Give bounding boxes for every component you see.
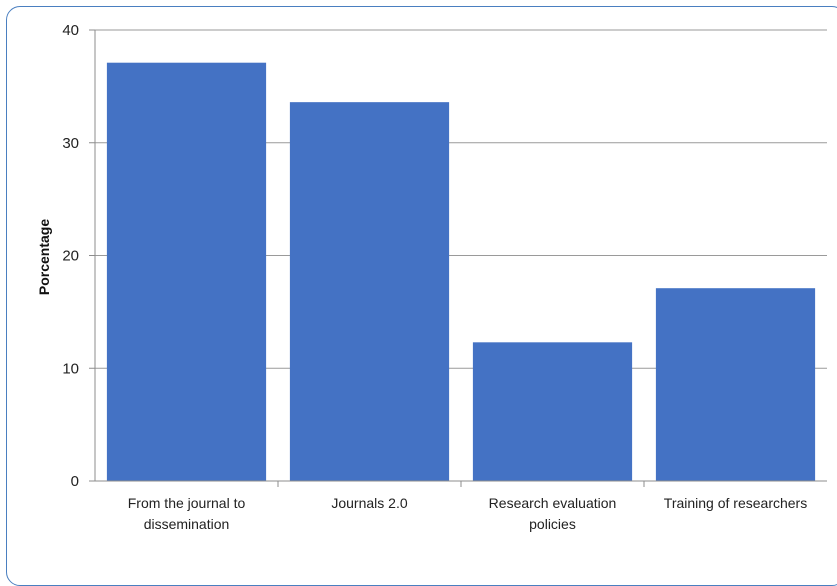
- x-category-label: Training of researchers: [664, 495, 807, 511]
- bar-2: [472, 342, 633, 481]
- x-category-label: From the journal to dissemination: [128, 495, 246, 532]
- y-tick-label: 0: [71, 473, 79, 490]
- bars: [106, 62, 816, 481]
- x-category-label-line: Journals 2.0: [331, 495, 407, 511]
- bar-3: [655, 288, 816, 481]
- y-tick-labels: 0 10 20 30 40: [62, 22, 79, 490]
- x-category-label-line: Research evaluation: [489, 495, 617, 511]
- y-axis-title: Porcentage: [36, 219, 52, 295]
- x-category-label-line: Training of researchers: [664, 495, 807, 511]
- y-tick-label: 10: [62, 360, 79, 377]
- x-category-label: Journals 2.0: [331, 495, 407, 511]
- y-tick-label: 40: [62, 22, 79, 39]
- bar-1: [289, 102, 450, 481]
- x-category-label-line: From the journal to: [128, 495, 246, 511]
- x-category-label: Research evaluation policies: [489, 495, 617, 532]
- x-category-label-line: dissemination: [144, 516, 230, 532]
- bar-0: [106, 62, 267, 481]
- axes: [89, 29, 827, 487]
- x-category-label-line: policies: [529, 516, 576, 532]
- y-tick-label: 30: [62, 135, 79, 152]
- y-tick-label: 20: [62, 248, 79, 265]
- x-category-labels: From the journal to dissemination Journals…: [128, 495, 807, 532]
